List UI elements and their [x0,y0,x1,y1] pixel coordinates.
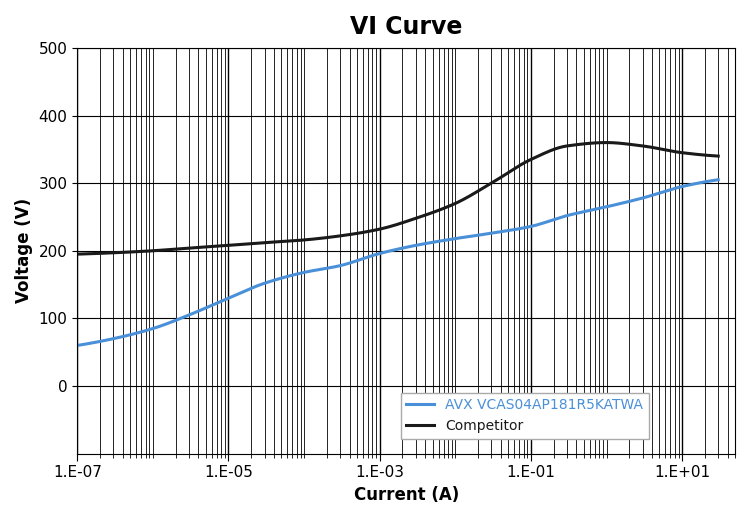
AVX VCAS04AP181R5KATWA [381,249,390,255]
AVX VCAS04AP181R5KATWA [714,176,723,183]
Y-axis label: Voltage (V): Voltage (V) [15,198,33,303]
Line: AVX VCAS04AP181R5KATWA: AVX VCAS04AP181R5KATWA [77,180,718,346]
Competitor [602,140,611,146]
Legend: AVX VCAS04AP181R5KATWA, Competitor: AVX VCAS04AP181R5KATWA, Competitor [400,392,649,439]
Competitor [73,251,82,257]
AVX VCAS04AP181R5KATWA [454,235,464,241]
AVX VCAS04AP181R5KATWA [698,179,707,185]
Competitor [377,226,386,232]
AVX VCAS04AP181R5KATWA [73,343,82,349]
Title: VI Curve: VI Curve [350,15,462,39]
Competitor [714,153,723,159]
AVX VCAS04AP181R5KATWA [377,250,386,256]
Competitor [598,140,607,146]
AVX VCAS04AP181R5KATWA [598,204,607,211]
Competitor [419,212,428,218]
Competitor [700,152,709,158]
Line: Competitor: Competitor [77,143,718,254]
X-axis label: Current (A): Current (A) [353,486,459,504]
AVX VCAS04AP181R5KATWA [419,241,428,247]
Competitor [381,225,390,231]
Competitor [454,199,464,205]
